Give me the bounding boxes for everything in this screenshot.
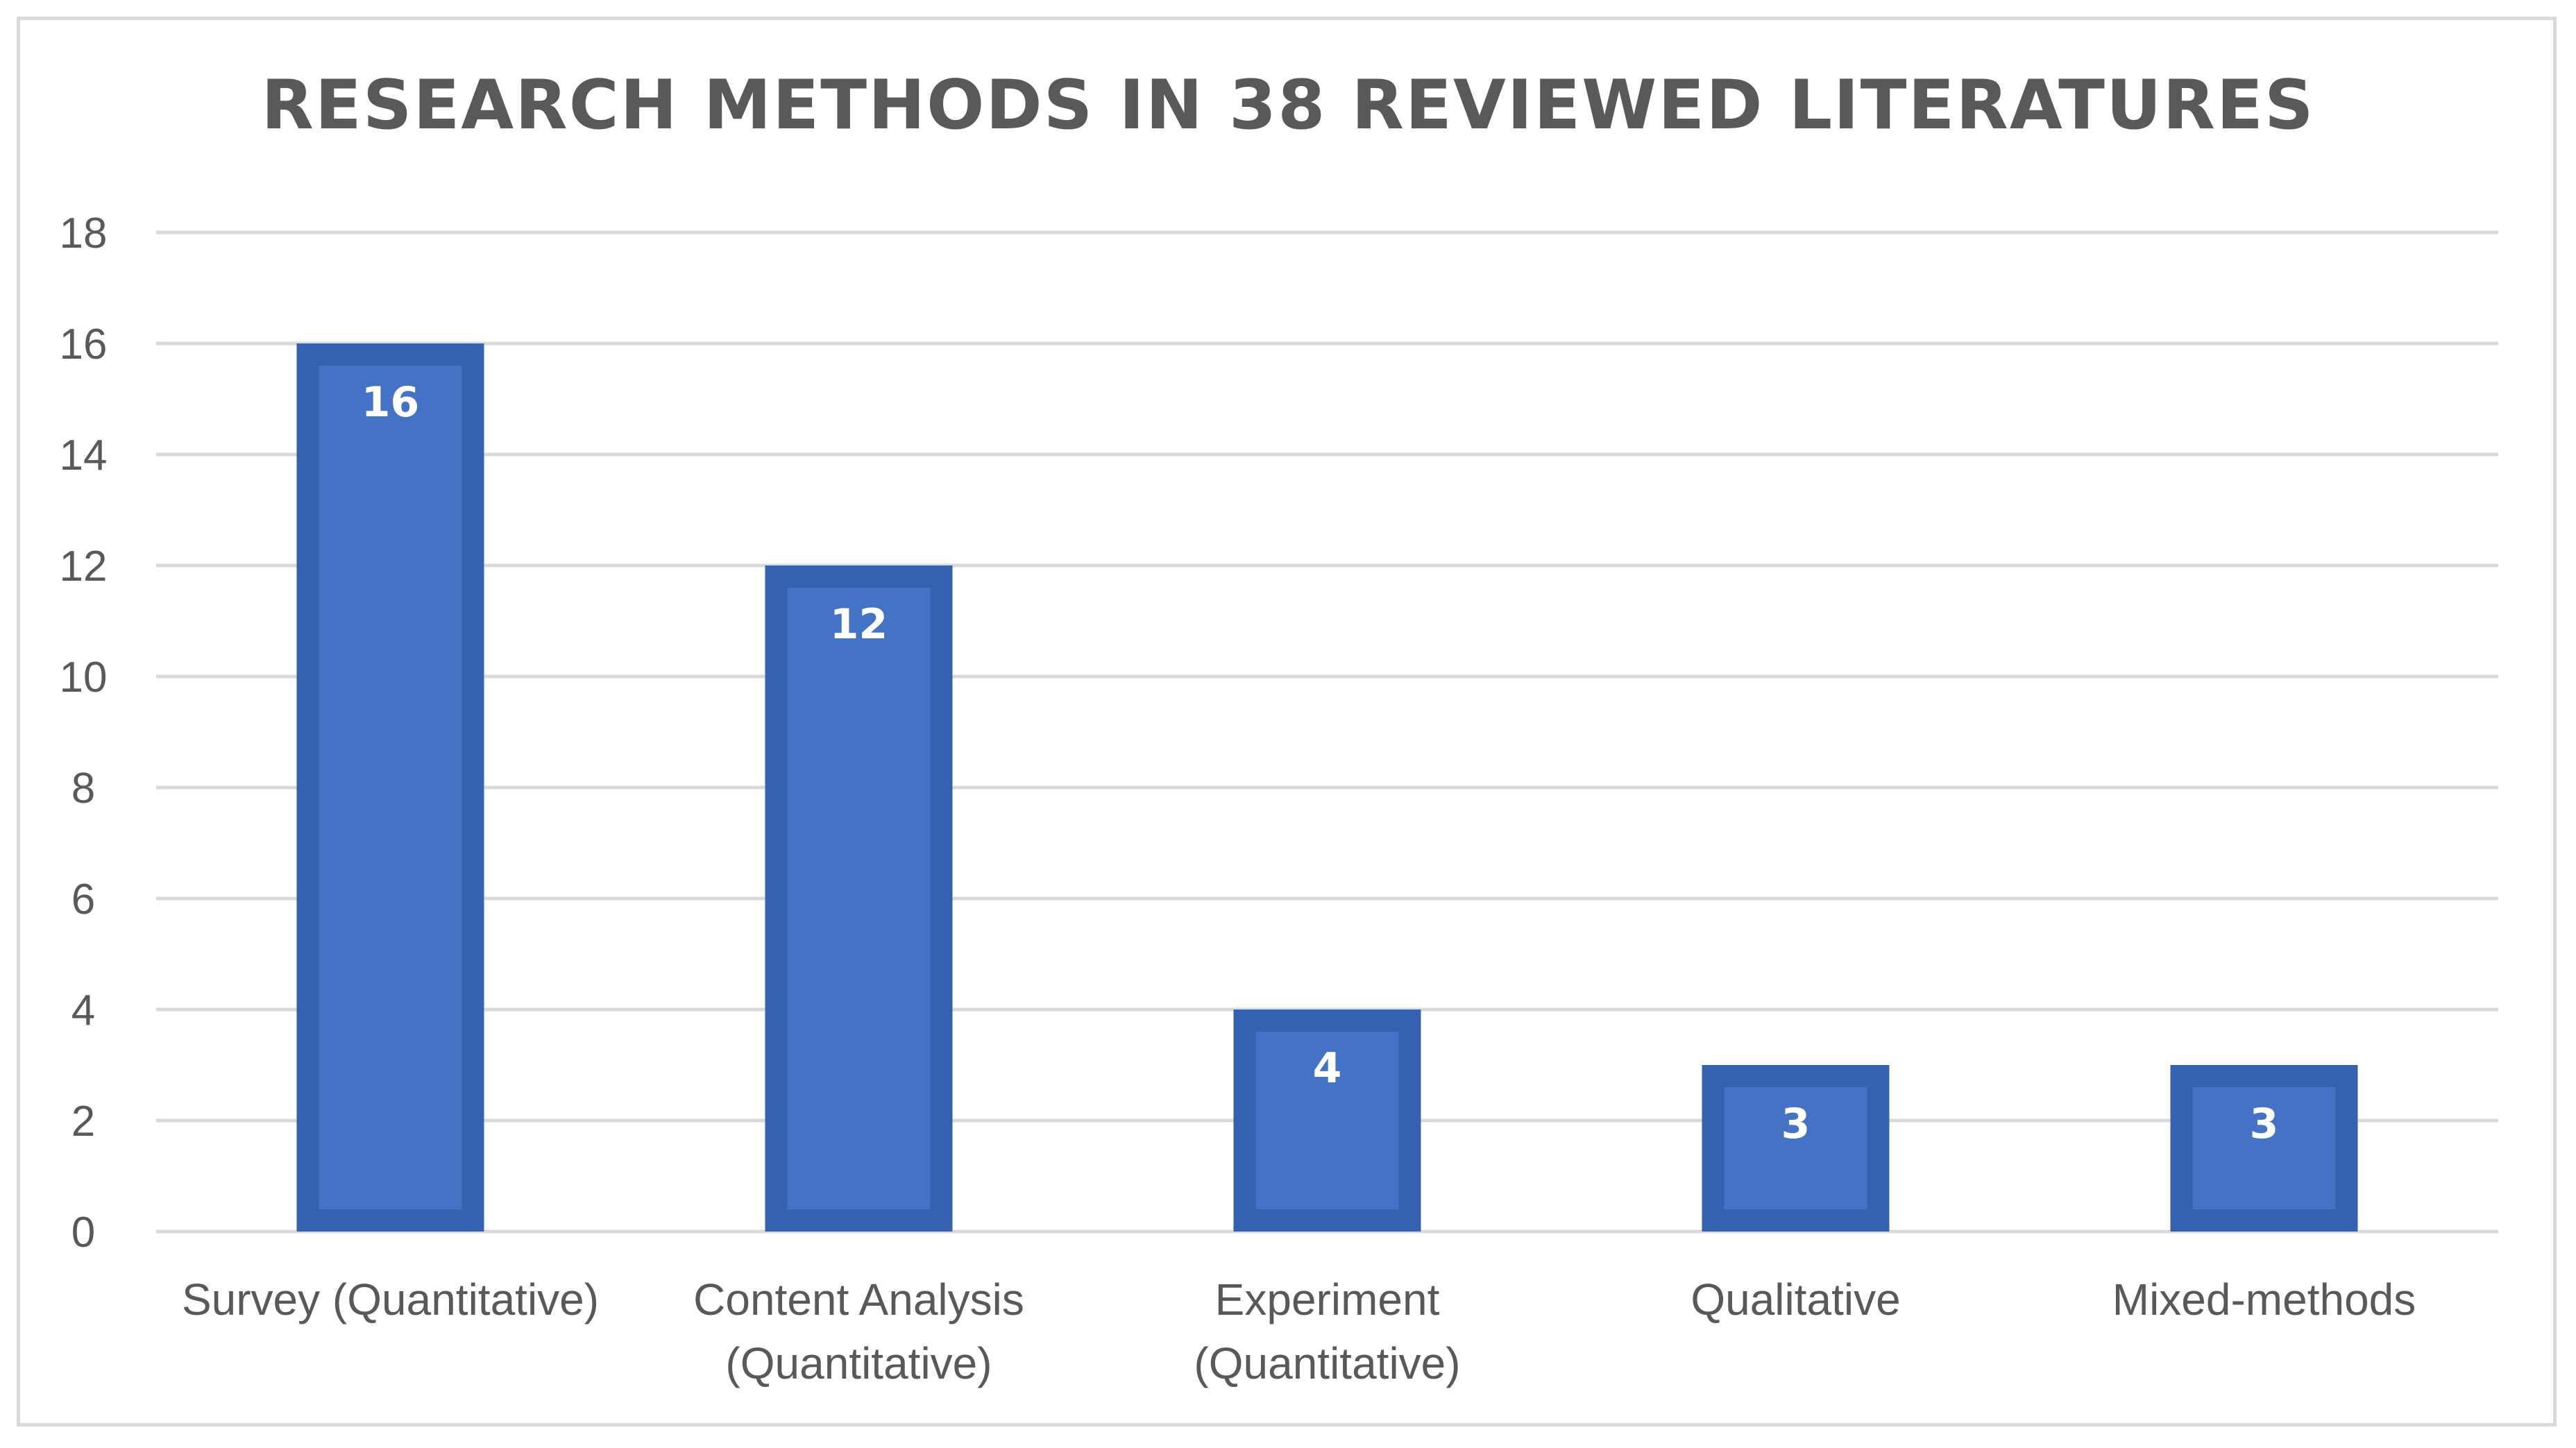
x-tick-label: Qualitative (1690, 1275, 1900, 1325)
x-tick-label: Mixed-methods (2112, 1275, 2416, 1325)
x-tick-label: Content Analysis (693, 1275, 1024, 1325)
bar (1702, 1065, 1890, 1232)
data-label: 12 (830, 600, 888, 649)
y-tick-label: 16 (60, 321, 108, 368)
chart-title: RESEARCH METHODS IN 38 REVIEWED LITERATU… (261, 66, 2315, 145)
x-tick-label: Survey (Quantitative) (182, 1275, 599, 1325)
bar (296, 343, 484, 1232)
data-label: 4 (1313, 1044, 1342, 1093)
y-tick-label: 6 (71, 876, 95, 923)
y-tick-label: 14 (60, 432, 108, 479)
bar (765, 565, 953, 1232)
x-axis-categories: Survey (Quantitative) Content Analysis (Qu… (182, 1275, 2416, 1388)
data-labels: 16 12 4 3 3 (362, 378, 2279, 1148)
y-tick-label: 8 (71, 765, 95, 812)
bar (1233, 1010, 1421, 1232)
x-tick-label: (Quantitative) (1194, 1338, 1460, 1388)
bars (296, 343, 2358, 1232)
y-tick-label: 2 (71, 1098, 95, 1145)
y-tick-label: 4 (71, 987, 95, 1034)
y-tick-label: 18 (60, 210, 108, 257)
y-tick-label: 10 (60, 654, 108, 701)
y-tick-label: 12 (60, 543, 108, 590)
y-tick-label: 0 (71, 1209, 95, 1257)
x-tick-label: (Quantitative) (725, 1338, 992, 1388)
bar (2170, 1065, 2358, 1232)
x-tick-label: Experiment (1215, 1275, 1440, 1325)
y-axis-ticks: 0 2 4 6 8 10 12 14 16 18 (60, 210, 108, 1257)
data-label: 16 (362, 378, 420, 427)
data-label: 3 (1781, 1100, 1811, 1148)
data-label: 3 (2250, 1100, 2279, 1148)
